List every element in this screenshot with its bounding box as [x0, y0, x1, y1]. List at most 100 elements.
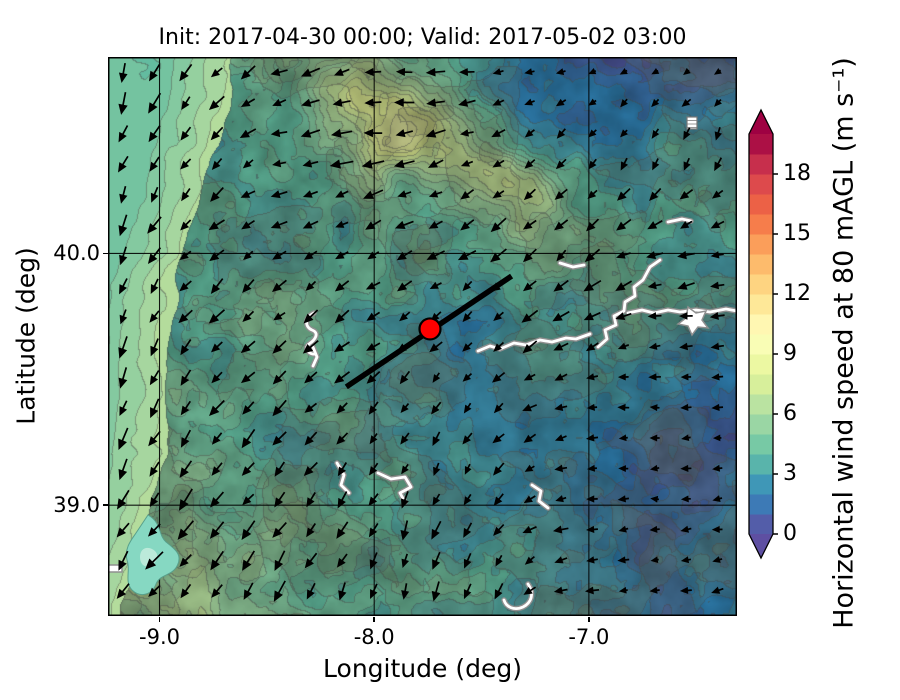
wind-arrow — [555, 68, 566, 75]
wind-arrow — [647, 220, 663, 230]
wind-arrow — [242, 159, 254, 169]
wind-arrow — [523, 433, 537, 443]
wind-arrow — [180, 429, 192, 448]
wind-arrow — [524, 555, 535, 565]
wind-arrow — [620, 129, 628, 138]
site-marker — [418, 317, 442, 341]
wind-arrow — [649, 434, 660, 442]
wind-arrow — [149, 370, 160, 386]
wind-arrow — [524, 129, 535, 138]
wind-arrow — [649, 586, 660, 594]
wind-arrow — [329, 159, 354, 169]
wind-arrow — [210, 341, 223, 353]
wind-arrow — [524, 98, 535, 106]
wind-arrow — [492, 159, 505, 168]
wind-arrow — [681, 434, 691, 442]
wind-arrow — [493, 341, 505, 352]
wind-arrow — [617, 373, 629, 381]
wind-arrow — [178, 488, 193, 511]
wind-arrow — [651, 128, 660, 139]
wind-arrow — [394, 98, 415, 107]
wind-arrow — [300, 129, 321, 138]
wind-arrow — [677, 281, 695, 290]
wind-arrow — [524, 464, 535, 472]
colorbar-segment — [749, 254, 773, 275]
wind-arrow — [711, 525, 723, 533]
wind-arrow — [586, 464, 597, 472]
wind-arrow — [586, 525, 598, 534]
river-feature — [376, 471, 413, 504]
wind-arrow — [211, 432, 223, 445]
river-feature — [596, 258, 662, 349]
wind-arrow — [400, 432, 410, 445]
wind-arrow — [683, 127, 691, 141]
wind-arrow — [495, 554, 503, 567]
wind-arrow — [179, 63, 193, 82]
y-tick-label: 39.0 — [53, 493, 100, 518]
wind-arrow — [617, 495, 630, 503]
colorbar-segment — [749, 354, 773, 375]
wind-arrow — [713, 68, 722, 75]
wind-arrow — [180, 583, 192, 599]
wind-arrow — [396, 280, 413, 292]
wind-arrow — [615, 312, 632, 320]
wind-arrow — [365, 219, 382, 230]
wind-arrow — [208, 219, 225, 231]
wind-arrow — [118, 427, 129, 451]
wind-arrow — [492, 68, 504, 76]
wind-arrow — [272, 159, 287, 168]
wind-arrow — [181, 96, 191, 111]
colorbar-segment — [749, 294, 773, 315]
wind-arrow — [399, 311, 411, 322]
wind-arrow — [302, 190, 318, 198]
wind-arrow — [679, 586, 692, 595]
wind-arrow — [457, 250, 477, 261]
wind-arrow — [464, 463, 472, 475]
wind-arrow — [210, 126, 224, 141]
wind-arrow — [178, 309, 193, 324]
wind-arrow — [556, 128, 566, 139]
wind-arrow — [493, 462, 505, 476]
wind-arrow — [616, 187, 631, 201]
wind-arrow — [361, 159, 385, 169]
wind-arrow — [240, 98, 256, 108]
colorbar-segment — [749, 514, 773, 535]
wind-arrow — [683, 67, 691, 75]
wind-arrow — [648, 373, 661, 381]
wind-arrow — [585, 434, 599, 442]
wind-arrow — [681, 98, 692, 107]
y-axis-label: Latitude (deg) — [11, 247, 41, 425]
wind-arrow — [677, 250, 695, 260]
wind-arrow — [710, 342, 725, 351]
wind-arrow — [493, 402, 504, 414]
wind-arrow — [242, 401, 255, 415]
colorbar-segment — [749, 134, 773, 155]
wind-arrow — [270, 68, 288, 77]
wind-arrow — [180, 400, 192, 416]
y-tick-mark — [102, 504, 108, 506]
colorbar-segment — [749, 234, 773, 255]
wind-arrow — [554, 434, 567, 442]
wind-arrow — [369, 552, 378, 570]
wind-arrow — [523, 495, 536, 504]
wind-arrow — [429, 281, 442, 290]
wind-arrow — [118, 62, 128, 83]
wind-arrow — [523, 373, 536, 381]
wind-arrow — [363, 128, 383, 138]
colorbar-segment — [749, 374, 773, 395]
colorbar-tick-label: 9 — [783, 341, 797, 366]
wind-arrow — [148, 430, 161, 447]
wind-arrow — [709, 312, 725, 320]
wind-arrow — [426, 98, 445, 107]
wind-arrow — [240, 340, 256, 354]
wind-arrow — [428, 190, 443, 198]
wind-arrow — [118, 550, 129, 571]
wind-arrow — [459, 68, 475, 76]
wind-arrow — [462, 432, 473, 445]
wind-arrow — [462, 310, 473, 323]
wind-arrow — [679, 342, 693, 351]
wind-arrow — [460, 219, 475, 231]
colorbar-up-arrow — [749, 110, 773, 134]
wind-arrow — [712, 434, 722, 442]
wind-arrow — [181, 188, 191, 202]
